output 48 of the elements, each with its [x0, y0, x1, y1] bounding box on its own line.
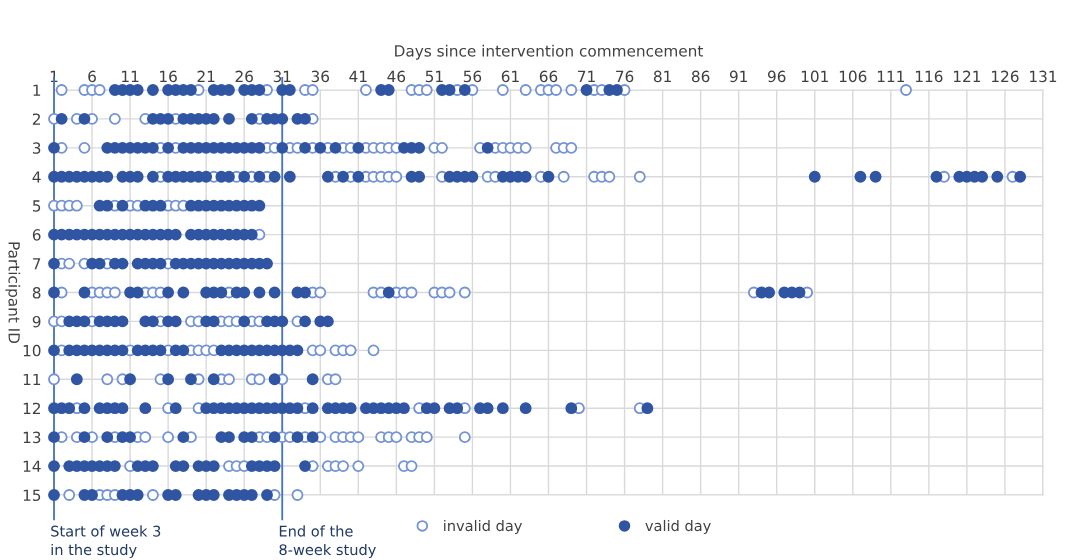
x-tick-label: 46	[387, 70, 406, 83]
x-tick-label: 16	[160, 70, 177, 83]
ref-line-label: End of the 8-week study	[279, 525, 376, 559]
y-tick-label: 8	[32, 286, 41, 299]
x-tick-label: 86	[691, 70, 710, 83]
x-tick-label: 131	[1030, 70, 1057, 83]
x-tick-label: 81	[653, 70, 671, 83]
x-tick-label: 71	[578, 70, 595, 82]
y-axis-title: Participant ID	[5, 242, 21, 344]
y-tick-label: 12	[23, 402, 40, 414]
y-tick-label: 4	[32, 171, 41, 183]
y-tick-label: 3	[32, 142, 41, 154]
y-tick-label: 13	[23, 431, 41, 444]
y-tick-label: 5	[32, 200, 41, 212]
x-tick-label: 21	[197, 70, 215, 82]
x-tick-label: 31	[273, 70, 291, 83]
x-tick-label: 121	[953, 70, 981, 82]
y-tick-label: 9	[32, 315, 41, 328]
x-tick-label: 61	[501, 70, 519, 83]
x-tick-label: 76	[616, 70, 634, 83]
y-tick-label: 15	[23, 489, 41, 502]
x-tick-label: 111	[877, 70, 904, 82]
x-tick-label: 1	[50, 70, 58, 82]
y-tick-label: 10	[23, 344, 41, 357]
y-tick-label: 7	[33, 258, 41, 270]
legend-label: valid day	[645, 519, 711, 535]
x-tick-label: 96	[767, 70, 786, 83]
x-tick-label: 56	[463, 70, 482, 83]
x-tick-label: 91	[729, 70, 747, 83]
x-tick-label: 126	[992, 70, 1019, 83]
legend-label: invalid day	[444, 519, 522, 535]
y-tick-label: 11	[23, 373, 41, 386]
x-tick-label: 41	[349, 70, 367, 82]
x-tick-label: 26	[235, 70, 253, 83]
ref-line-label: Start of week 3 in the study	[51, 525, 161, 559]
x-tick-label: 66	[539, 70, 558, 83]
x-tick-label: 116	[915, 70, 943, 83]
x-tick-label: 36	[311, 70, 330, 83]
x-axis-title: Days since intervention commencement	[395, 44, 703, 60]
x-tick-label: 6	[88, 70, 96, 83]
y-tick-label: 2	[32, 113, 40, 125]
x-tick-label: 101	[801, 70, 828, 83]
x-tick-label: 11	[122, 70, 139, 82]
y-tick-label: 14	[23, 460, 41, 472]
x-tick-label: 106	[839, 70, 867, 83]
y-tick-label: 6	[32, 229, 41, 241]
y-tick-label: 1	[33, 84, 41, 96]
x-tick-label: 51	[425, 70, 443, 83]
